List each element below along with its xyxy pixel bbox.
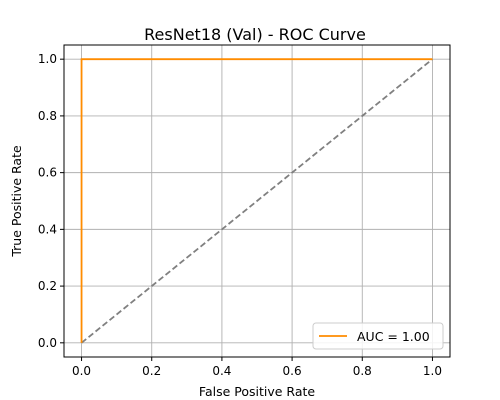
y-tick-label: 0.8 [38, 109, 57, 123]
series-layer [80, 58, 434, 344]
legend-box [312, 322, 444, 350]
x-tick-label: 0.2 [142, 364, 161, 378]
legend-label: AUC = 1.00 [357, 329, 430, 344]
x-tick-label: 0.6 [283, 364, 302, 378]
x-tick-label: 1.0 [423, 364, 442, 378]
y-axis-label: True Positive Rate [9, 145, 24, 258]
axis-ticks: 0.0 0.2 0.4 0.6 0.8 1.0 0.0 0.2 0.4 0.6 0.8 1.0 [38, 52, 442, 378]
y-tick-label: 0.2 [38, 279, 57, 293]
roc-curve-line [80, 58, 433, 343]
y-tick-label: 0.6 [38, 166, 57, 180]
x-tick-label: 0.0 [72, 364, 91, 378]
y-tick-label: 0.4 [38, 222, 57, 236]
y-tick-label: 0.0 [38, 336, 57, 350]
x-tick-label: 0.8 [353, 364, 372, 378]
legend: AUC = 1.00 [312, 322, 444, 350]
x-tick-label: 0.4 [212, 364, 231, 378]
plot-frame [63, 44, 451, 358]
y-tick-label: 1.0 [38, 52, 57, 66]
chart-title: ResNet18 (Val) - ROC Curve [144, 25, 366, 44]
chance-diagonal-line [80, 58, 434, 344]
x-axis-label: False Positive Rate [199, 384, 315, 399]
